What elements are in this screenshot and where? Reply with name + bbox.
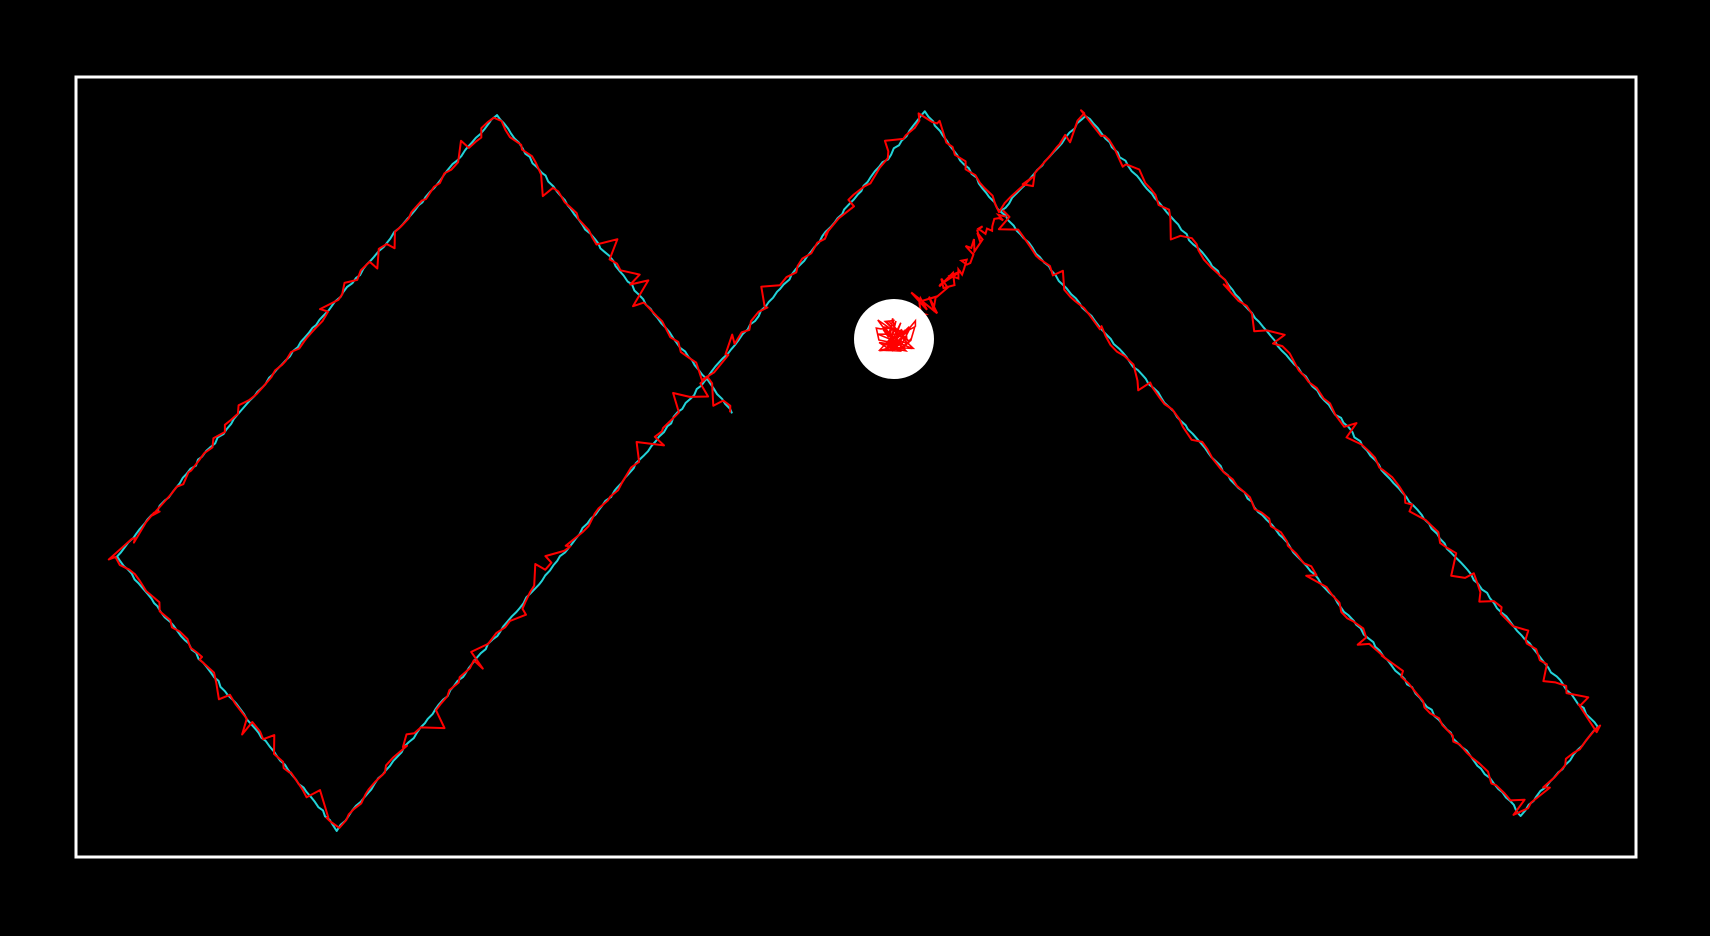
goal-noise-scribble bbox=[875, 318, 917, 353]
boundary-frame bbox=[74, 75, 1638, 859]
goal-noise-cluster bbox=[875, 318, 917, 353]
estimated-trajectory bbox=[107, 109, 1602, 829]
